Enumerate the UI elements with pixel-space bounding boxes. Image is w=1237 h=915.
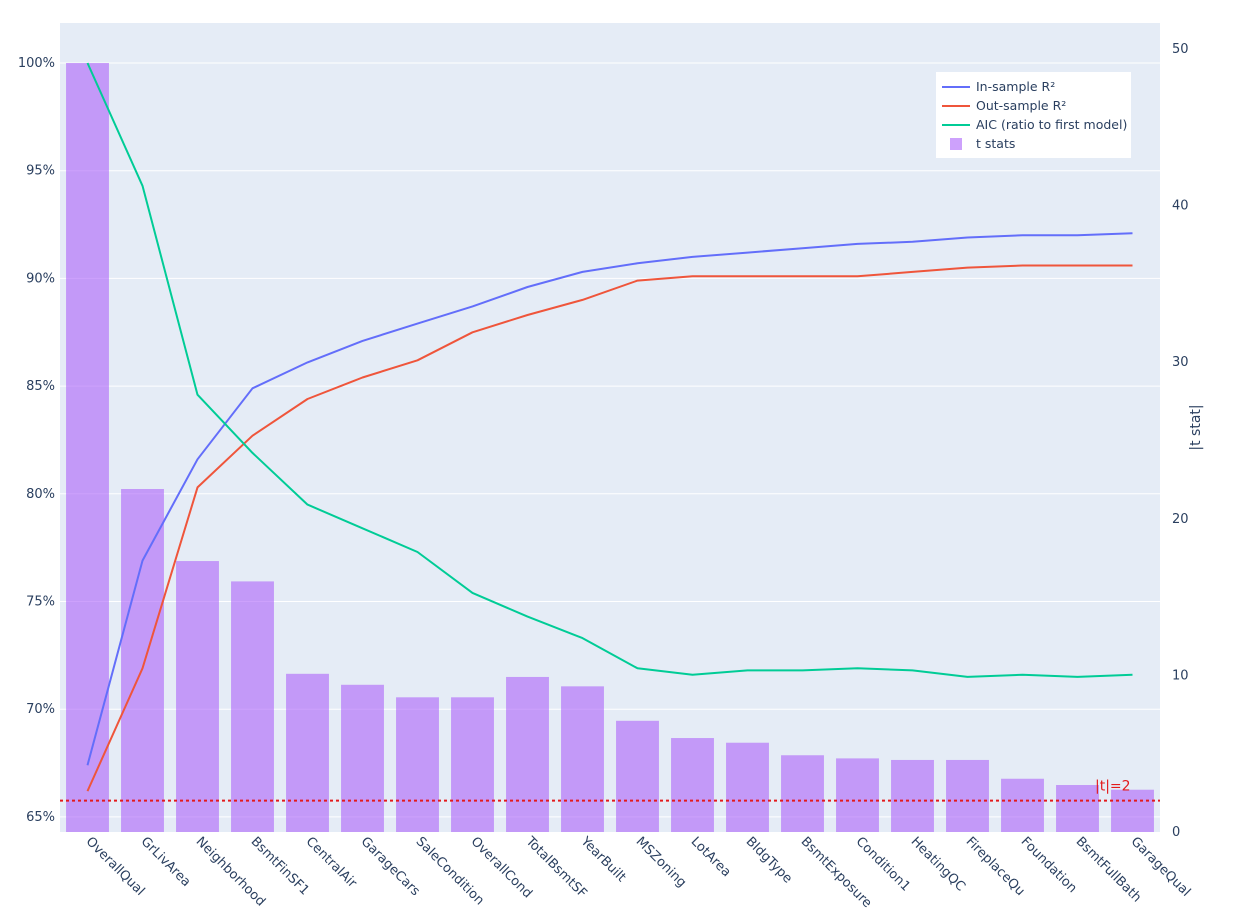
y-left-tick-label: 80% [26,487,55,502]
bar-t-stat [836,758,879,832]
bar-t-stat [726,742,769,832]
y-left-tick-label: 65% [26,810,55,825]
line-aic [86,62,1133,678]
y-right-tick-label: 40 [1172,199,1189,214]
bar-t-stat [286,673,329,832]
bar-t-stat [891,759,934,832]
y-left-tick-label: 100% [18,56,55,71]
threshold-label: |t|=2 [1095,779,1131,795]
legend-label[interactable]: In-sample R² [976,79,1055,94]
bar-t-stat [396,697,439,832]
y-left-tick-label: 95% [26,164,55,179]
x-tick-label: BldgType [743,834,795,886]
bar-t-stat [616,720,659,832]
bar-t-stat [561,686,604,832]
bar-t-stat [1111,789,1154,832]
bar-t-stat [781,755,824,832]
x-tick-label: YearBuilt [577,834,629,886]
legend-swatch [950,138,962,150]
bar-t-stat [176,561,219,832]
x-tick-label: GrLivArea [138,834,194,890]
bar-t-stat [66,63,109,832]
y-left-tick-label: 85% [26,379,55,394]
legend-label[interactable]: AIC (ratio to first model) [976,117,1127,132]
y-left-tick-label: 90% [26,271,55,286]
bar-t-stat [946,759,989,832]
x-tick-label: HeatingQC [908,834,968,894]
bar-t-stat [231,581,274,832]
x-tick-label: CentralAir [303,834,360,891]
x-tick-label: Condition1 [853,834,913,894]
x-tick-label: MSZoning [633,834,689,890]
legend-label[interactable]: t stats [976,136,1015,151]
bar-t-stat [1001,778,1044,832]
bar-t-stat [451,697,494,832]
x-tick-label: LotArea [688,834,734,880]
bar-t-stat [341,684,384,832]
y-right-axis-title: |t stat| [1188,404,1204,450]
y-right-tick-label: 50 [1172,42,1189,57]
y-right-tick-label: 30 [1172,355,1189,370]
line-out-sample [86,264,1133,792]
y-right-tick-label: 20 [1172,512,1189,527]
bar-t-stat [121,489,164,832]
bar-t-stat [1056,785,1099,832]
line-in-sample [86,232,1133,766]
bar-t-stat [506,676,549,832]
y-right-tick-label: 10 [1172,668,1189,683]
y-right-tick-label: 0 [1172,825,1180,840]
y-left-tick-label: 70% [26,702,55,717]
y-left-tick-label: 75% [26,595,55,610]
legend-label[interactable]: Out-sample R² [976,98,1066,113]
bar-t-stat [671,738,714,832]
